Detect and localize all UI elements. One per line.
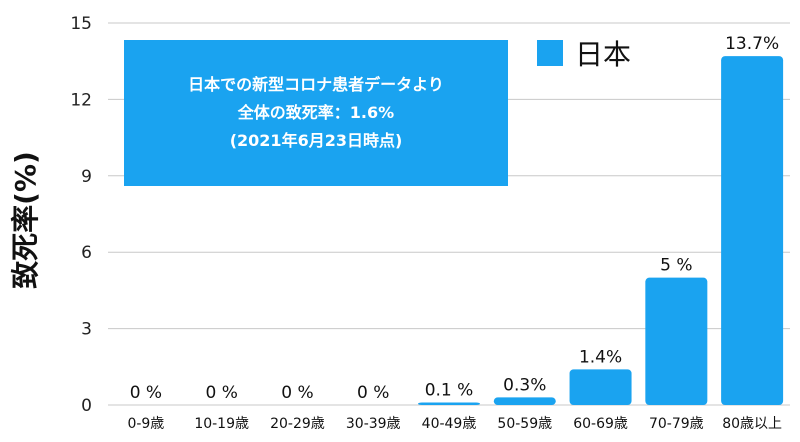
x-tick-label: 30-39歳 [346, 416, 401, 432]
x-tick-label: 50-59歳 [497, 416, 552, 432]
x-tick-label: 0-9歳 [127, 416, 164, 432]
data-label: 5 % [660, 256, 692, 276]
data-label: 0 % [281, 383, 313, 403]
x-tick-label: 40-49歳 [422, 416, 477, 432]
bar [493, 397, 556, 405]
y-tick-label: 12 [70, 90, 92, 110]
annotation-box: 日本での新型コロナ患者データより 全体の致死率：1.6% (2021年6月23日… [124, 40, 508, 186]
y-tick-label: 0 [81, 396, 92, 416]
y-tick-label: 15 [70, 14, 92, 34]
data-label: 0.1 % [425, 380, 474, 400]
bar [569, 369, 632, 405]
y-axis-title-text: 致死率(%) [9, 151, 42, 289]
data-label: 0 % [357, 383, 389, 403]
bar [645, 277, 708, 405]
legend: 日本 [537, 33, 631, 73]
annotation-line-1: 日本での新型コロナ患者データより [188, 75, 444, 94]
y-tick-label: 9 [81, 167, 92, 187]
annotation-line-3: (2021年6月23日時点) [229, 131, 403, 150]
x-tick-label: 20-29歳 [270, 416, 325, 432]
annotation-line-2: 全体の致死率：1.6% [237, 103, 395, 122]
x-tick-label: 80歳以上 [722, 416, 782, 432]
y-tick-label: 6 [81, 243, 92, 263]
data-label: 1.4% [579, 347, 622, 367]
bar [418, 402, 480, 405]
data-label: 0.3% [503, 375, 546, 395]
bar [721, 56, 784, 406]
y-axis-title: 致死率(%) [8, 120, 42, 320]
data-label: 0 % [205, 383, 237, 403]
x-tick-label: 60-69歳 [573, 416, 628, 432]
y-tick-label: 3 [81, 320, 92, 340]
data-label: 13.7% [725, 34, 779, 54]
x-tick-label: 10-19歳 [194, 416, 249, 432]
data-label: 0 % [130, 383, 162, 403]
x-tick-label: 70-79歳 [649, 416, 704, 432]
legend-swatch [537, 40, 563, 66]
legend-label: 日本 [575, 38, 632, 71]
